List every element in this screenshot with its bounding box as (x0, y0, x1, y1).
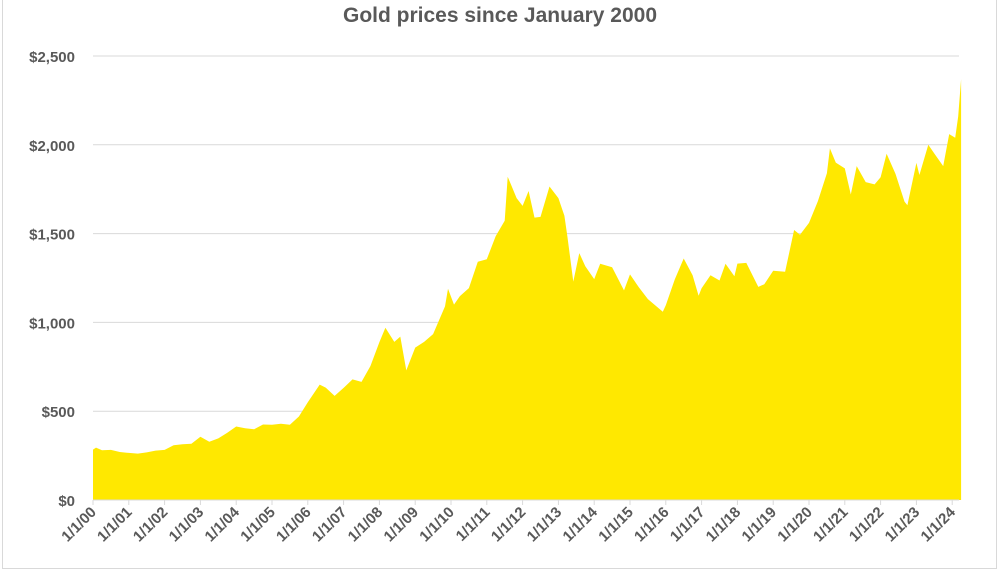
x-tick-label: 1/1/14 (560, 503, 602, 545)
x-tick-label: 1/1/07 (309, 504, 351, 546)
x-tick-label: 1/1/11 (453, 504, 494, 545)
x-tick-label: 1/1/24 (918, 503, 960, 545)
x-tick-label: 1/1/01 (94, 504, 136, 546)
gold-price-area (93, 79, 962, 500)
y-tick-label: $1,000 (29, 315, 75, 332)
y-tick-label: $500 (42, 404, 75, 421)
x-tick-label: 1/1/10 (416, 504, 458, 546)
x-tick-label: 1/1/19 (739, 504, 781, 546)
x-tick-label: 1/1/09 (381, 504, 423, 546)
x-tick-label: 1/1/16 (631, 504, 673, 546)
x-tick-label: 1/1/08 (345, 504, 387, 546)
x-tick-label: 1/1/23 (882, 504, 924, 546)
x-tick-label: 1/1/04 (202, 503, 244, 545)
x-tick-label: 1/1/02 (130, 504, 172, 546)
x-tick-label: 1/1/00 (58, 504, 100, 546)
y-tick-label: $2,500 (29, 49, 75, 66)
x-tick-label: 1/1/17 (667, 504, 709, 546)
y-tick-label: $1,500 (29, 227, 75, 244)
x-tick-label: 1/1/21 (810, 504, 852, 546)
x-tick-label: 1/1/03 (166, 504, 208, 546)
y-tick-label: $0 (58, 493, 75, 510)
x-tick-label: 1/1/12 (488, 504, 530, 546)
x-tick-label: 1/1/13 (524, 504, 566, 546)
chart-title: Gold prices since January 2000 (343, 4, 657, 27)
x-tick-label: 1/1/05 (237, 504, 279, 546)
x-tick-label: 1/1/22 (846, 504, 888, 546)
x-tick-label: 1/1/06 (273, 504, 315, 546)
y-tick-label: $2,000 (29, 138, 75, 155)
x-tick-label: 1/1/15 (595, 504, 637, 546)
x-tick-label: 1/1/18 (703, 504, 745, 546)
x-tick-label: 1/1/20 (774, 504, 816, 546)
